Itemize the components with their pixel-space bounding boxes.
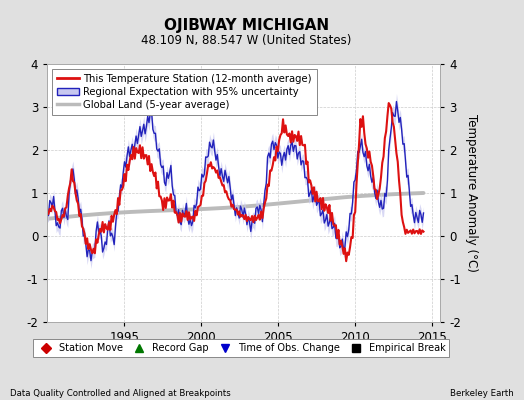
Legend: This Temperature Station (12-month average), Regional Expectation with 95% uncer: This Temperature Station (12-month avera… [52,69,316,115]
Y-axis label: Temperature Anomaly (°C): Temperature Anomaly (°C) [465,114,478,272]
Text: Berkeley Earth: Berkeley Earth [450,389,514,398]
Text: 48.109 N, 88.547 W (United States): 48.109 N, 88.547 W (United States) [141,34,352,47]
Text: OJIBWAY MICHIGAN: OJIBWAY MICHIGAN [163,18,329,33]
Text: Data Quality Controlled and Aligned at Breakpoints: Data Quality Controlled and Aligned at B… [10,389,231,398]
Legend: Station Move, Record Gap, Time of Obs. Change, Empirical Break: Station Move, Record Gap, Time of Obs. C… [32,339,450,357]
